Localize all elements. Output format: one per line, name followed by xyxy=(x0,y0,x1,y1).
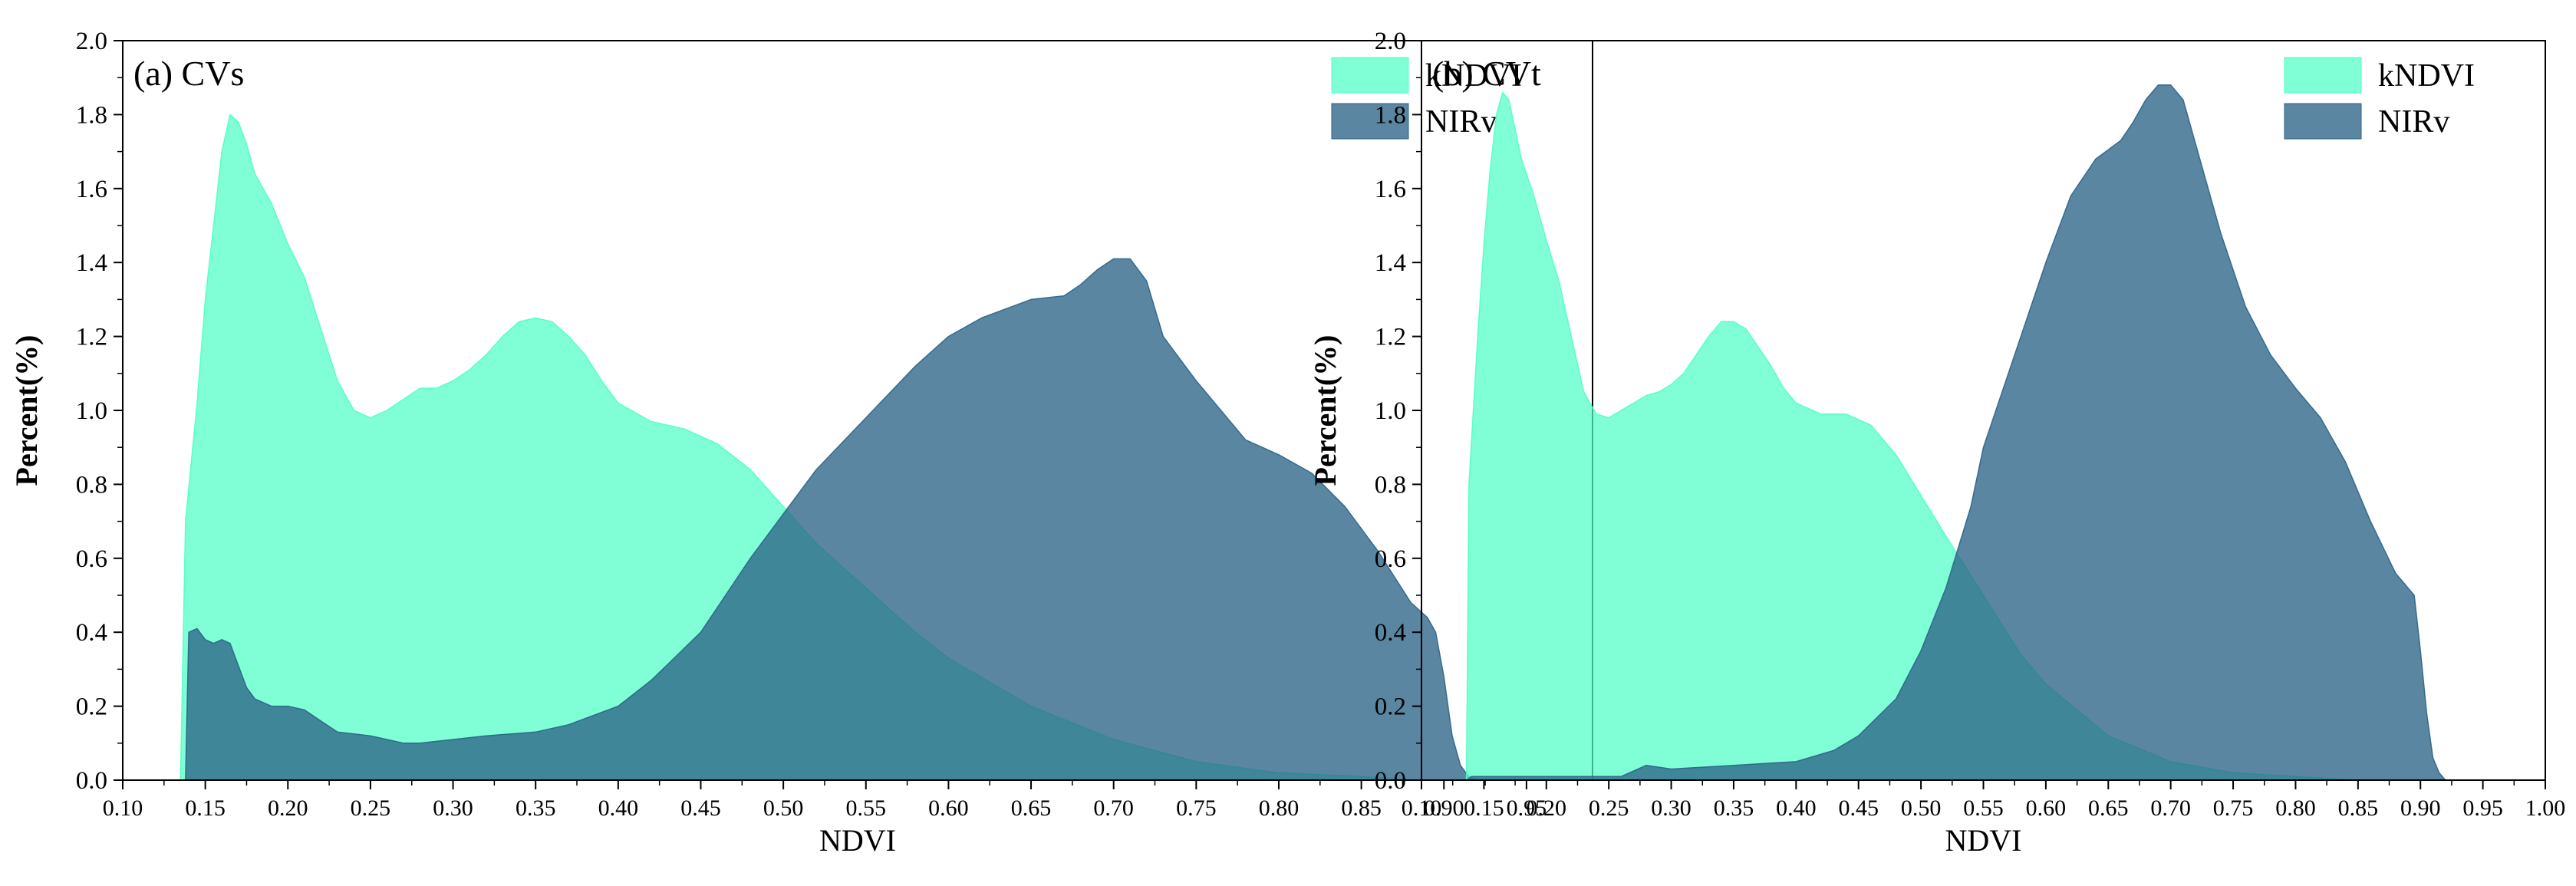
x-tick-label: 0.40 xyxy=(1776,795,1817,821)
y-tick-label: 2.0 xyxy=(1375,28,1406,55)
legend-label-nirv: NIRv xyxy=(2378,104,2449,140)
legend-swatch-kndvi xyxy=(2284,57,2362,94)
series-group xyxy=(1421,84,2545,780)
x-tick-label: 0.30 xyxy=(433,795,473,821)
x-tick-label: 0.65 xyxy=(2088,795,2129,821)
x-tick-label: 0.50 xyxy=(763,795,804,821)
legend-swatch-nirv xyxy=(2284,103,2362,140)
chart-panel-b: 0.10 0.15 0.20 0.25 0.30 0.35 0.40 0.45 0.50 0.55… xyxy=(1308,28,2565,858)
x-tick-label: 0.80 xyxy=(2275,795,2316,821)
y-tick-label: 1.2 xyxy=(1375,324,1406,351)
x-tick-label: 0.95 xyxy=(1507,795,1547,821)
x-tick-label: 0.60 xyxy=(928,795,969,821)
x-tick-label: 0.30 xyxy=(1651,795,1692,821)
y-tick-label: 1.6 xyxy=(76,176,107,203)
x-tick-label: 0.10 xyxy=(103,795,143,821)
legend-swatch-kndvi xyxy=(1331,57,1409,94)
x-tick-label: 0.90 xyxy=(1424,795,1464,821)
y-axis-title: Percent(%) xyxy=(1308,335,1342,486)
x-tick-label: 0.15 xyxy=(185,795,226,821)
y-tick-label: 1.0 xyxy=(76,397,107,425)
chart-panel-a: 0.10 0.15 0.20 0.25 0.30 0.35 0.40 0.45 0.50 0.55… xyxy=(9,28,1593,858)
x-tick-label: 0.45 xyxy=(680,795,721,821)
y-tick-label: 1.4 xyxy=(1375,249,1406,277)
legend-swatch-nirv xyxy=(1331,103,1409,140)
legend: kNDVI NIRv xyxy=(2284,57,2475,140)
panel-title: (a) CVs xyxy=(133,54,244,93)
series-group xyxy=(123,114,1593,780)
y-tick-label: 1.8 xyxy=(1375,101,1406,129)
area-series-nirv xyxy=(123,258,1593,780)
x-tick-label: 0.35 xyxy=(1714,795,1754,821)
x-tick-label: 0.40 xyxy=(598,795,639,821)
x-axis-title: NDVI xyxy=(819,823,896,858)
y-tick-label: 0.2 xyxy=(76,693,107,721)
legend-label-kndvi: kNDVI xyxy=(2378,58,2475,94)
x-tick-label: 0.55 xyxy=(846,795,887,821)
y-tick-label: 0.0 xyxy=(76,767,107,795)
y-tick-label: 1.0 xyxy=(1375,397,1406,425)
y-tick-label: 0.8 xyxy=(76,471,107,499)
x-tick-label: 0.45 xyxy=(1838,795,1879,821)
y-tick-label: 0.4 xyxy=(76,619,107,647)
x-tick-label: 0.80 xyxy=(1259,795,1300,821)
x-tick-label: 0.95 xyxy=(2462,795,2503,821)
x-tick-label: 0.20 xyxy=(268,795,308,821)
x-tick-label: 0.35 xyxy=(516,795,556,821)
y-tick-label: 0.0 xyxy=(1375,767,1406,795)
panel-title: (b) CVt xyxy=(1432,54,1541,93)
x-tick-label: 0.75 xyxy=(2213,795,2254,821)
x-axis-title: NDVI xyxy=(1945,823,2022,858)
x-tick-label: 1.00 xyxy=(2525,795,2566,821)
y-tick-label: 0.2 xyxy=(1375,693,1406,721)
x-tick-label: 0.15 xyxy=(1464,795,1504,821)
x-tick-label: 0.70 xyxy=(1093,795,1134,821)
legend: kNDVI NIRv xyxy=(1331,57,1522,140)
x-tick-label: 0.90 xyxy=(2400,795,2441,821)
x-tick-label: 0.55 xyxy=(1963,795,2004,821)
x-tick-label: 0.50 xyxy=(1901,795,1942,821)
x-tick-label: 0.75 xyxy=(1176,795,1217,821)
x-tick-label: 0.65 xyxy=(1011,795,1052,821)
x-tick-label: 0.10 xyxy=(1402,795,1442,821)
legend-label-nirv: NIRv xyxy=(1425,104,1497,140)
x-tick-label: 0.25 xyxy=(351,795,391,821)
y-tick-label: 1.4 xyxy=(76,249,107,277)
x-tick-label: 0.25 xyxy=(1589,795,1629,821)
x-tick-label: 0.60 xyxy=(2026,795,2067,821)
y-tick-label: 0.8 xyxy=(1375,471,1406,499)
legend-label-kndvi: kNDVI xyxy=(1425,58,1522,94)
x-tick-label: 0.85 xyxy=(2338,795,2379,821)
y-tick-label: 0.6 xyxy=(76,545,107,573)
y-tick-label: 1.2 xyxy=(76,324,107,351)
x-tick-label: 0.70 xyxy=(2150,795,2191,821)
x-tick-label: 0.85 xyxy=(1341,795,1382,821)
y-axis-title: Percent(%) xyxy=(9,335,44,486)
y-tick-label: 1.6 xyxy=(1375,176,1406,203)
area-series-nirv xyxy=(1421,84,2545,780)
y-tick-label: 0.4 xyxy=(1375,619,1406,647)
y-tick-label: 2.0 xyxy=(76,28,107,55)
y-tick-label: 0.6 xyxy=(1375,545,1406,573)
y-tick-label: 1.8 xyxy=(76,101,107,129)
x-tick-label: 0.20 xyxy=(1527,795,1567,821)
